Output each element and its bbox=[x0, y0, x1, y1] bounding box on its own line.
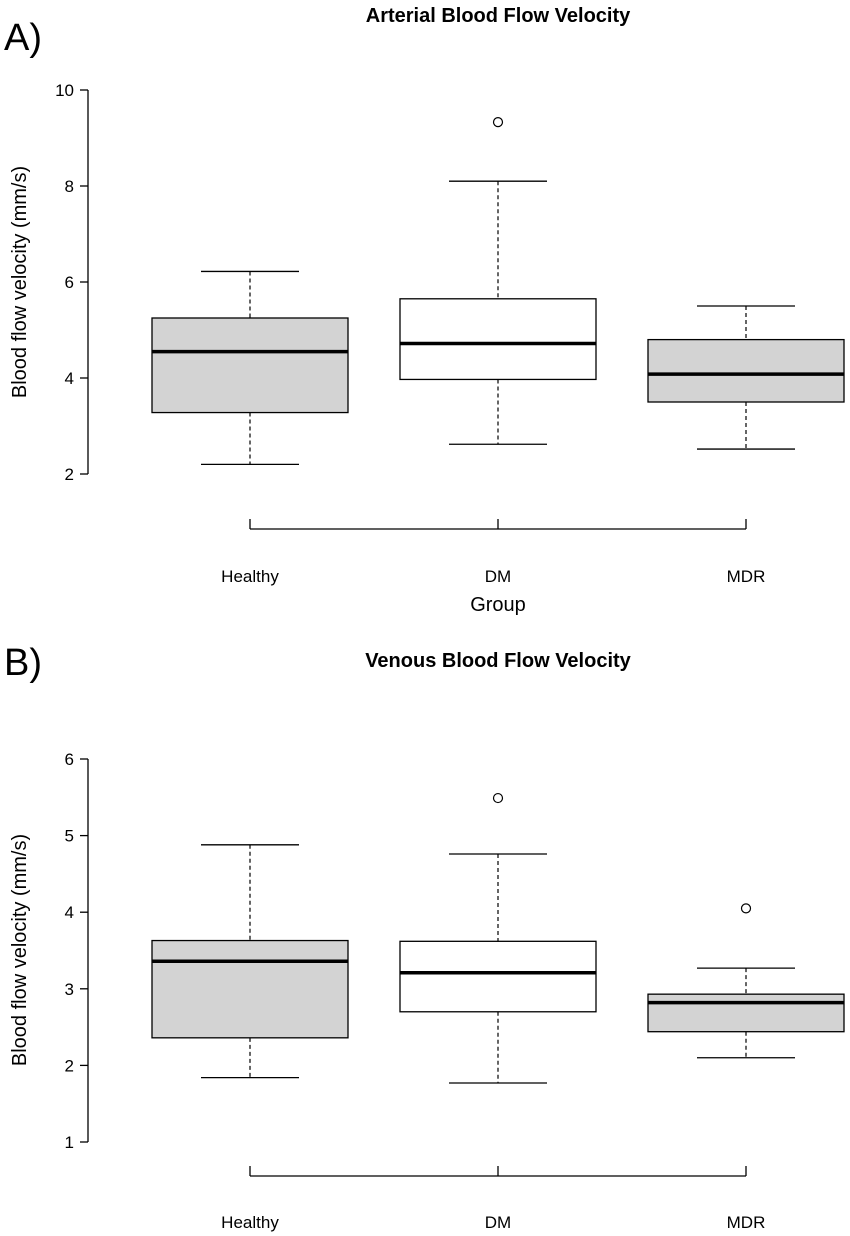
panel-b-xtick-label: DM bbox=[485, 1213, 511, 1232]
panel-b-ytick-label: 3 bbox=[65, 980, 74, 999]
panel-b-outlier bbox=[740, 903, 752, 914]
panel-a-letter: A) bbox=[4, 17, 42, 59]
panel-a-ytick-label: 6 bbox=[65, 273, 74, 292]
panel-b-xtick-label: Healthy bbox=[221, 1213, 279, 1232]
panel-b-ytick-label: 5 bbox=[65, 827, 74, 846]
panel-a-box-dm bbox=[399, 298, 597, 381]
panel-b-letter: B) bbox=[4, 642, 42, 684]
panel-a-xtick-label: MDR bbox=[727, 567, 766, 586]
panel-b-ytick-label: 6 bbox=[65, 750, 74, 769]
panel-a-xtick-label: Healthy bbox=[221, 567, 279, 586]
panel-a-ytick-label: 2 bbox=[65, 465, 74, 484]
panel-a-title: Arterial Blood Flow Velocity bbox=[366, 5, 631, 27]
panel-a-ytick-label: 4 bbox=[65, 369, 74, 388]
panel-b-outlier bbox=[492, 792, 504, 804]
panel-a-outlier bbox=[492, 117, 504, 128]
panel-a-plot: 2 4 6 8 10 Healthy DM MDR bbox=[55, 81, 845, 586]
panel-b-box-mdr bbox=[647, 993, 845, 1033]
panel-b-title: Venous Blood Flow Velocity bbox=[365, 650, 631, 672]
panel-b-xtick-label: MDR bbox=[727, 1213, 766, 1232]
panel-b-box-dm bbox=[399, 940, 597, 1013]
panel-a-box-healthy bbox=[151, 317, 349, 414]
panel-b-box-healthy bbox=[151, 939, 349, 1039]
panel-a-ytick-label: 10 bbox=[55, 81, 74, 100]
panel-a-box-mdr bbox=[647, 338, 845, 403]
panel-b-plot: 1 2 3 4 5 6 Healthy DM MDR bbox=[65, 750, 845, 1232]
panel-a-ytick-label: 8 bbox=[65, 177, 74, 196]
panel-b-ytick-label: 1 bbox=[65, 1133, 74, 1152]
panel-b-ytick-label: 2 bbox=[65, 1056, 74, 1075]
panel-a-xtick-label: DM bbox=[485, 567, 511, 586]
panel-b-ytick-label: 4 bbox=[65, 903, 74, 922]
panel-b-ylabel: Blood flow velocity (mm/s) bbox=[9, 834, 31, 1066]
panel-a-ylabel: Blood flow velocity (mm/s) bbox=[9, 166, 31, 398]
panel-a-xlabel: Group bbox=[470, 594, 526, 616]
